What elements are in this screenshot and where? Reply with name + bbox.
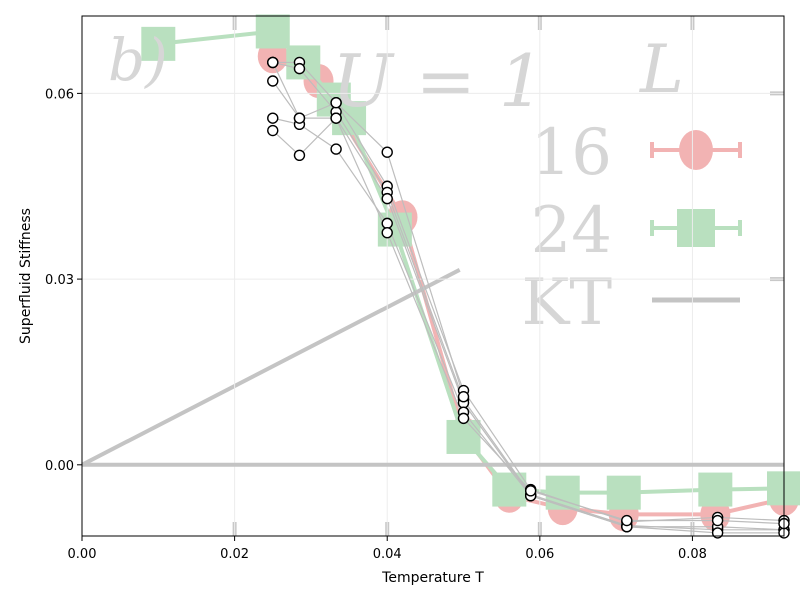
bg-title: U = 1 <box>332 39 545 123</box>
data-point <box>267 112 279 124</box>
data-point <box>381 217 393 230</box>
data-point <box>293 62 306 75</box>
y-axis-label: Superfluid Stiffness <box>18 208 34 344</box>
bg-legend-entry-16: 16 <box>531 116 612 190</box>
data-point <box>267 124 279 137</box>
bg-series-24-point <box>446 419 481 454</box>
bg-legend-marker-24 <box>677 209 715 247</box>
data-point <box>524 485 537 497</box>
data-point <box>381 146 393 158</box>
bg-series-24-point <box>141 26 176 61</box>
x-tick-label: 0.06 <box>525 547 554 562</box>
bg-series-24-point <box>698 472 733 507</box>
bg-legend-entry-24: 24 <box>531 194 612 268</box>
bg-series-24-point <box>606 475 641 510</box>
data-point <box>330 143 342 155</box>
bg-panel-label: b) <box>108 26 168 94</box>
x-tick-label: 0.08 <box>678 547 707 562</box>
y-tick-label: 0.00 <box>45 459 74 474</box>
data-point <box>711 514 724 527</box>
axes: 0.00 0.02 0.04 0.06 0.08 0.00 0.03 0.06 Temperat… <box>18 15 785 586</box>
data-point <box>621 514 633 527</box>
data-point <box>457 412 470 425</box>
data-point <box>381 192 393 205</box>
bg-legend-header: L <box>639 31 684 108</box>
bg-kt-line <box>81 268 461 467</box>
bg-legend-marker-16 <box>679 130 713 170</box>
x-tick-label: 0.04 <box>373 547 402 562</box>
bg-legend-entry-kt: KT <box>522 266 613 340</box>
plot-frame <box>81 15 785 537</box>
y-tick-label: 0.03 <box>45 273 74 288</box>
bg-series-24-point <box>255 14 290 49</box>
bg-series-24-point <box>492 472 527 507</box>
data-point <box>457 391 470 403</box>
x-tick-label: 0.02 <box>220 547 249 562</box>
data-point <box>293 149 306 161</box>
data-point <box>267 75 279 87</box>
data-point <box>267 56 279 69</box>
x-tick-label: 0.00 <box>68 547 97 562</box>
data-point <box>381 226 393 239</box>
data-point <box>330 112 342 124</box>
grid <box>81 16 784 536</box>
y-tick-label: 0.06 <box>45 87 74 102</box>
data-point <box>330 96 342 109</box>
data-point <box>293 112 306 124</box>
x-axis-label: Temperature T <box>381 570 484 586</box>
data-layer <box>267 56 790 539</box>
data-point <box>711 527 724 539</box>
